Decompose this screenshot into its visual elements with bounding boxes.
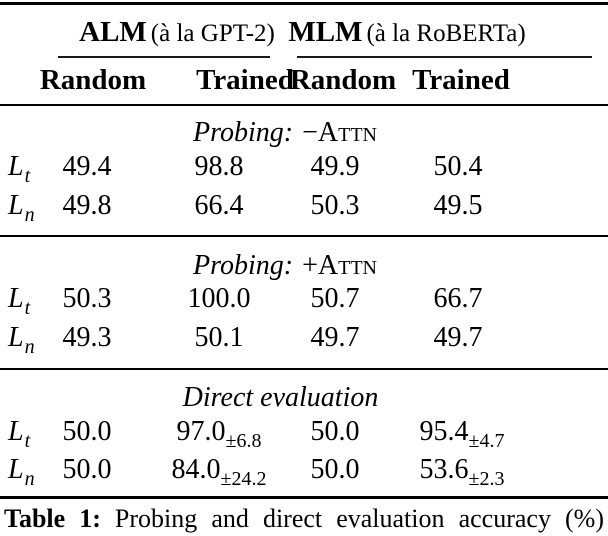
table-top-rule <box>0 2 608 5</box>
value-cell: 49.4 <box>62 151 112 182</box>
value-cell: 49.5 <box>433 190 483 221</box>
alm-cmidrule <box>58 56 270 58</box>
section-title-probing-plus-attn: Probing: +Attn <box>193 247 377 285</box>
group-header-alm-qualifier: (à la GPT-2) <box>150 20 275 47</box>
group-header-mlm-qualifier: (à la RoBERTa) <box>366 20 526 47</box>
section-title-text: Probing: <box>193 117 294 148</box>
value-cell: 53.6±2.3 <box>419 454 505 490</box>
value-cell: 66.4 <box>194 190 244 221</box>
section2-midrule <box>0 368 608 370</box>
value-cell: 98.8 <box>194 151 244 182</box>
section1-midrule <box>0 235 608 237</box>
value-cell: 100.0 <box>187 283 251 314</box>
table-caption-label: Table 1: <box>4 504 101 533</box>
group-header-mlm: MLM (à la RoBERTa) <box>288 13 525 51</box>
section-title-direct-evaluation: Direct evaluation <box>183 379 388 417</box>
table-caption: Table 1: Probing and direct evaluation ac… <box>4 502 604 536</box>
value-cell: 50.1 <box>194 322 244 353</box>
value-cell: 49.9 <box>310 151 360 182</box>
column-header-random-mlm: Random <box>289 64 397 96</box>
group-header-mlm-name: MLM <box>288 16 363 48</box>
value-cell: 95.4±4.7 <box>419 416 505 452</box>
value-cell: 50.0 <box>62 416 112 447</box>
section-title-probing-minus-attn: Probing: −Attn <box>193 114 377 152</box>
value-cell: 50.4 <box>433 151 483 182</box>
table-caption-text: Probing and direct evaluation accuracy (… <box>114 504 604 533</box>
value-cell: 50.7 <box>310 283 360 314</box>
value-cell: 84.0±24.2 <box>171 454 267 490</box>
value-cell: 50.3 <box>62 283 112 314</box>
value-cell: 50.0 <box>62 454 112 485</box>
section-title-text: Direct evaluation <box>182 382 379 413</box>
column-header-trained-alm: Trained <box>196 64 294 96</box>
row-label: Lt <box>8 416 31 452</box>
value-cell: 50.0 <box>310 416 360 447</box>
group-header-alm: ALM (à la GPT-2) <box>79 13 275 51</box>
column-header-trained-mlm: Trained <box>412 64 510 96</box>
section-title-tag: −Attn <box>302 117 377 148</box>
value-cell: 66.7 <box>433 283 483 314</box>
row-label: Ln <box>8 190 35 226</box>
group-header-alm-name: ALM <box>79 16 147 48</box>
table-bottom-rule <box>0 496 608 499</box>
row-label: Lt <box>8 283 31 319</box>
row-label: Ln <box>8 322 35 358</box>
value-cell: 50.0 <box>310 454 360 485</box>
value-cell: 50.3 <box>310 190 360 221</box>
value-cell: 49.7 <box>310 322 360 353</box>
value-cell: 97.0±6.8 <box>176 416 262 452</box>
value-cell: 49.7 <box>433 322 483 353</box>
row-label: Lt <box>8 151 31 187</box>
header-midrule <box>0 104 608 106</box>
column-header-random-alm: Random <box>39 64 147 96</box>
row-label: Ln <box>8 454 35 490</box>
value-cell: 49.8 <box>62 190 112 221</box>
value-cell: 49.3 <box>62 322 112 353</box>
mlm-cmidrule <box>297 56 592 58</box>
section-title-tag: +Attn <box>302 250 377 281</box>
section-title-text: Probing: <box>193 250 294 281</box>
